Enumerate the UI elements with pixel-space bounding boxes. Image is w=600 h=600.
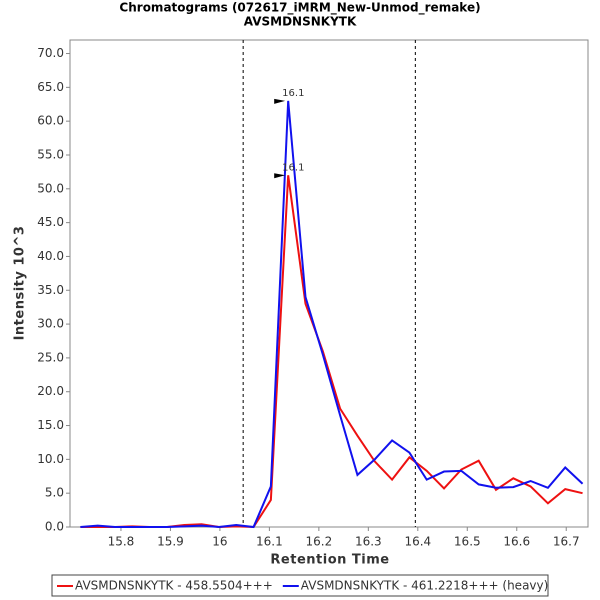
y-tick-label: 60.0 <box>37 114 64 128</box>
chart-title: Chromatograms (072617_iMRM_New-Unmod_rem… <box>119 1 480 16</box>
peak-arrow <box>274 173 286 179</box>
y-tick-label: 0.0 <box>45 520 64 534</box>
legend-label: AVSMDNSNKYTK - 461.2218+++ (heavy) <box>301 579 549 593</box>
x-tick-label: 16.3 <box>355 535 382 549</box>
peak-label: 16.1 <box>282 162 304 173</box>
legend-label: AVSMDNSNKYTK - 458.5504+++ <box>75 579 273 593</box>
y-tick-label: 70.0 <box>37 46 64 60</box>
x-tick-label: 16.7 <box>553 535 580 549</box>
y-tick-label: 30.0 <box>37 317 64 331</box>
y-tick-label: 20.0 <box>37 384 64 398</box>
y-tick-label: 10.0 <box>37 452 64 466</box>
series-line <box>80 175 583 529</box>
peak-label: 16.1 <box>282 88 304 99</box>
x-axis-title: Retention Time <box>270 553 389 568</box>
y-tick-label: 25.0 <box>37 350 64 364</box>
y-tick-label: 35.0 <box>37 283 64 297</box>
x-tick-label: 15.9 <box>157 535 184 549</box>
legend-box <box>51 574 549 597</box>
x-tick-label: 16.2 <box>305 535 332 549</box>
plot-frame <box>69 39 589 528</box>
y-tick-label: 50.0 <box>37 181 64 195</box>
chart-subtitle: AVSMDNSNKYTK <box>244 15 357 29</box>
x-tick-label: 15.8 <box>108 535 135 549</box>
y-axis-title: Intensity 10^3 <box>13 226 28 341</box>
x-tick-label: 16.6 <box>503 535 530 549</box>
y-tick-label: 40.0 <box>37 249 64 263</box>
x-tick-label: 16.1 <box>256 535 283 549</box>
y-tick-label: 15.0 <box>37 418 64 432</box>
y-tick-label: 45.0 <box>37 215 64 229</box>
x-tick-label: 16.5 <box>454 535 481 549</box>
y-tick-label: 65.0 <box>37 80 64 94</box>
x-tick-label: 16.4 <box>404 535 431 549</box>
y-tick-label: 5.0 <box>45 486 64 500</box>
peak-arrow <box>274 98 286 104</box>
y-tick-label: 55.0 <box>37 147 64 161</box>
series-line <box>80 100 584 529</box>
x-tick-label: 16 <box>212 535 227 549</box>
